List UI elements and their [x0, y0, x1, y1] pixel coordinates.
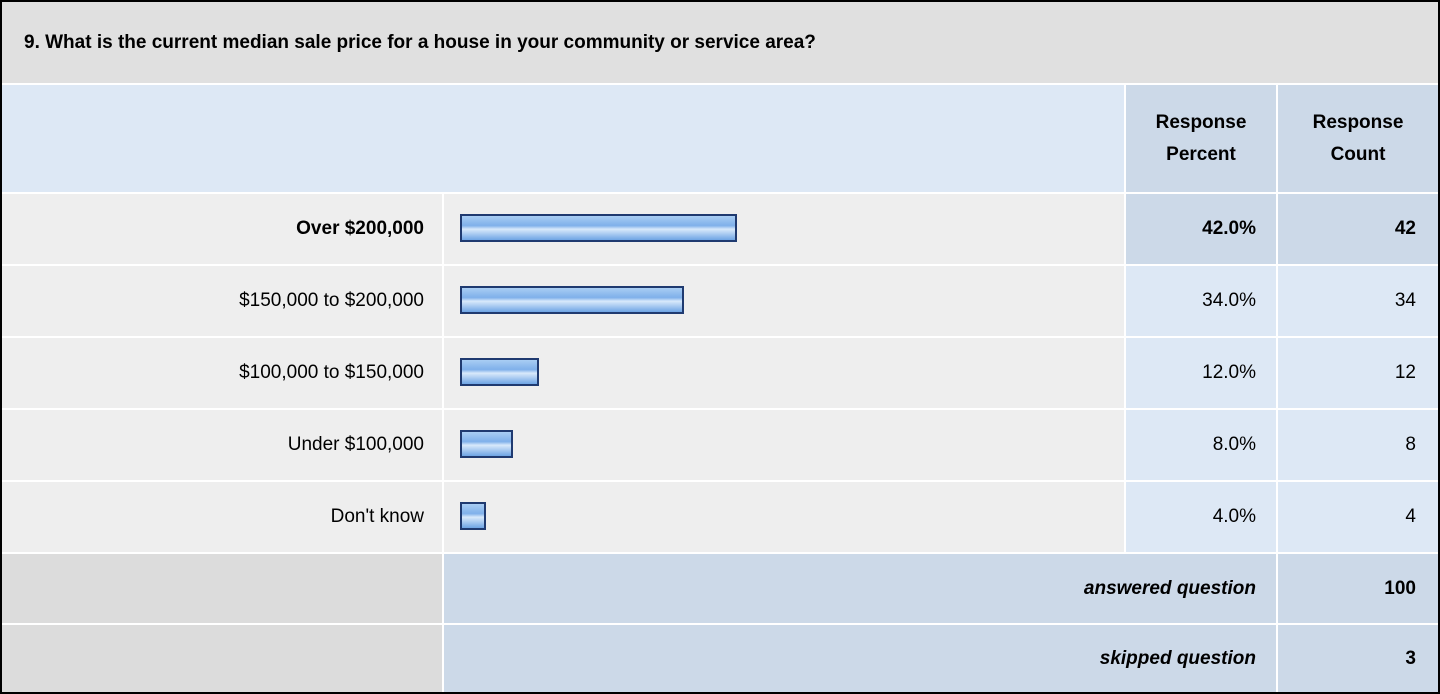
answer-label: Over $200,000	[2, 194, 442, 264]
response-percent: 34.0%	[1126, 266, 1276, 336]
bar	[460, 430, 513, 458]
bar-cell	[444, 194, 1124, 264]
header-blank	[2, 85, 1124, 192]
bar	[460, 286, 685, 314]
footer-blank	[2, 554, 442, 623]
response-count: 4	[1278, 482, 1438, 552]
question-title: 9. What is the current median sale price…	[2, 2, 1438, 83]
bar	[460, 502, 487, 530]
bar-cell	[444, 338, 1124, 408]
response-count: 42	[1278, 194, 1438, 264]
footer-blank	[2, 625, 442, 692]
bar	[460, 214, 738, 242]
bar-cell	[444, 410, 1124, 480]
bar-cell	[444, 266, 1124, 336]
response-count: 8	[1278, 410, 1438, 480]
response-percent: 12.0%	[1126, 338, 1276, 408]
column-header: Response Count	[1278, 85, 1438, 192]
answer-label: Under $100,000	[2, 410, 442, 480]
response-percent: 42.0%	[1126, 194, 1276, 264]
response-percent: 8.0%	[1126, 410, 1276, 480]
bar	[460, 358, 540, 386]
response-percent: 4.0%	[1126, 482, 1276, 552]
response-count: 12	[1278, 338, 1438, 408]
answer-label: $100,000 to $150,000	[2, 338, 442, 408]
response-count: 34	[1278, 266, 1438, 336]
answer-label: $150,000 to $200,000	[2, 266, 442, 336]
footer-label: answered question	[444, 554, 1276, 623]
column-header: Response Percent	[1126, 85, 1276, 192]
footer-count: 3	[1278, 625, 1438, 692]
bar-cell	[444, 482, 1124, 552]
footer-label: skipped question	[444, 625, 1276, 692]
footer-count: 100	[1278, 554, 1438, 623]
answer-label: Don't know	[2, 482, 442, 552]
